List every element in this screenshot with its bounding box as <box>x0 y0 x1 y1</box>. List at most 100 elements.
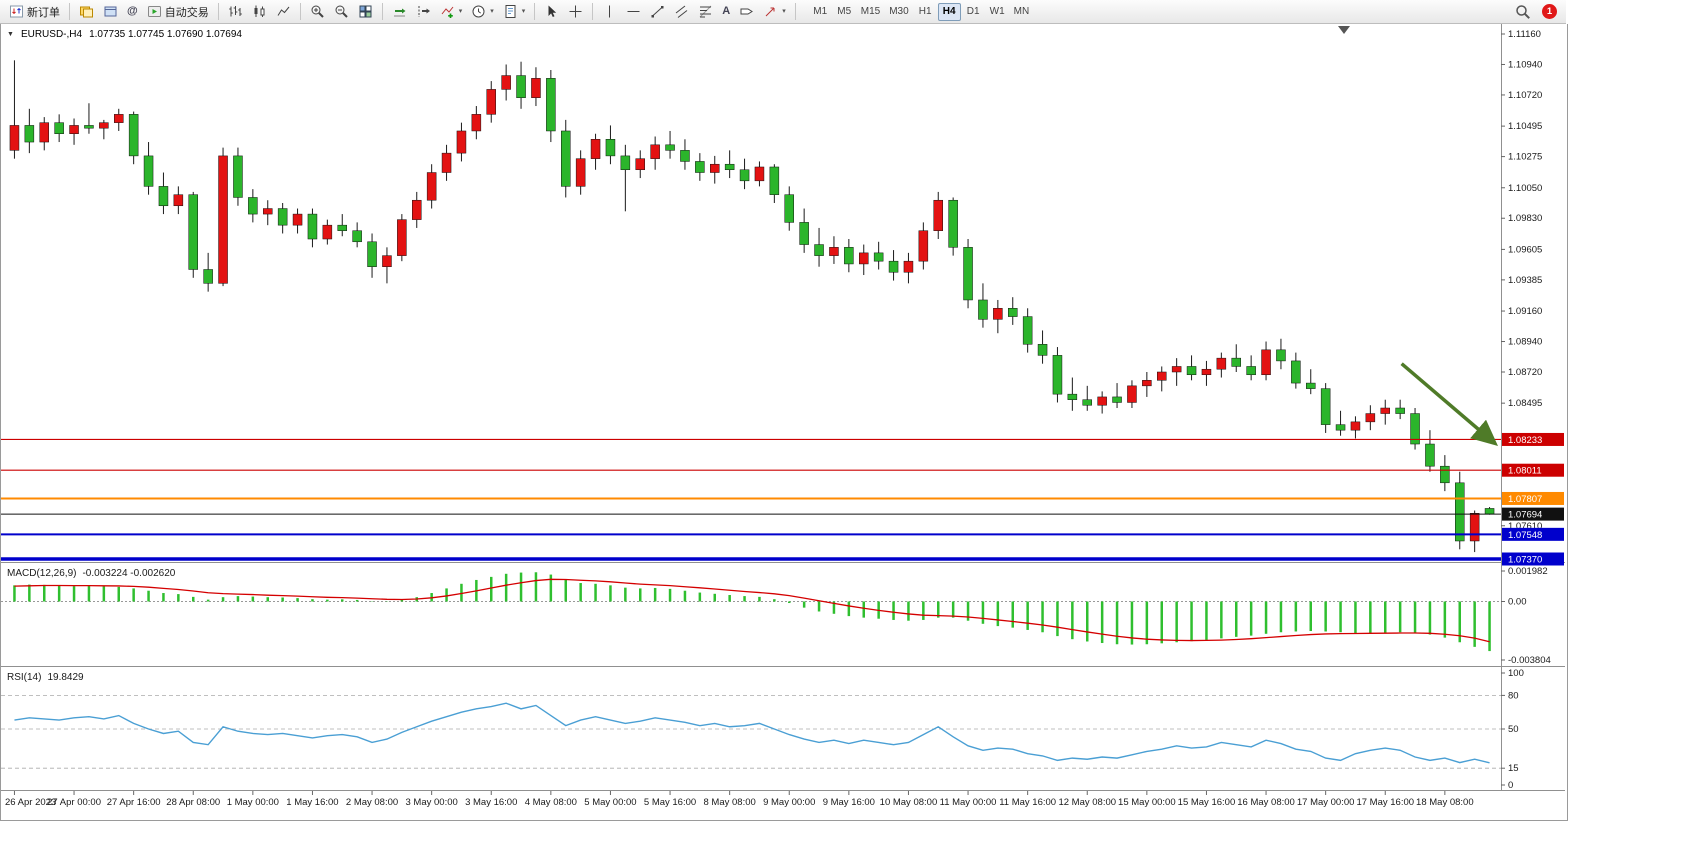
candlestick-chart-button[interactable] <box>248 2 271 21</box>
cursor-button[interactable] <box>540 2 563 21</box>
channel-tool-button[interactable] <box>670 2 693 21</box>
trend-arrow-annotation[interactable] <box>1400 362 1499 447</box>
rsi-scale-label: 80 <box>1508 690 1519 701</box>
candle-body <box>888 260 899 273</box>
timeframe-m5-button[interactable]: M5 <box>833 3 856 21</box>
shapes-tool-button[interactable]: ▾ <box>759 2 790 21</box>
horizontal-line-tool-button[interactable] <box>622 2 645 21</box>
time-axis-label: 26 Apr 2023 <box>5 797 56 808</box>
time-axis-label: 10 May 08:00 <box>880 797 938 808</box>
time-axis-label: 18 May 08:00 <box>1416 797 1474 808</box>
line-chart-button[interactable] <box>272 2 295 21</box>
notification-badge[interactable]: 1 <box>1542 4 1557 19</box>
fibonacci-tool-button[interactable] <box>694 2 717 21</box>
zoom-out-button[interactable] <box>330 2 353 21</box>
one-click-trading-icon[interactable]: ▼ <box>7 31 14 38</box>
toolbar-divider <box>69 3 70 20</box>
timeframe-mn-button[interactable]: MN <box>1010 3 1034 21</box>
autotrading-button[interactable]: 自动交易 <box>143 2 213 21</box>
timeframe-m1-button[interactable]: M1 <box>809 3 832 21</box>
price-level-label: 1.08233 <box>1508 435 1542 446</box>
profiles-button[interactable] <box>99 2 122 21</box>
candle-body <box>233 155 243 198</box>
horizontal-line-icon <box>627 11 640 12</box>
toolbar-right-group: 1 <box>1511 2 1561 21</box>
timeframe-d1-button[interactable]: D1 <box>962 3 985 21</box>
candle-body <box>1469 513 1480 542</box>
candle-body <box>426 172 437 201</box>
templates-button[interactable]: ▾ <box>499 2 530 21</box>
label-tool-button[interactable] <box>735 2 758 21</box>
community-button[interactable]: @ <box>123 2 142 21</box>
crosshair-button[interactable] <box>564 2 587 21</box>
candle-body <box>1052 355 1063 395</box>
candle-body <box>292 213 303 226</box>
timeframe-w1-button[interactable]: W1 <box>986 3 1009 21</box>
time-axis-label: 3 May 16:00 <box>465 797 517 808</box>
chart-shift-marker[interactable] <box>1338 26 1350 34</box>
chart-shift-icon <box>418 6 430 17</box>
new-order-button[interactable]: 新订单 <box>5 2 64 21</box>
timeframe-m15-button[interactable]: M15 <box>857 3 884 21</box>
cursor-icon <box>548 5 557 17</box>
time-axis-label: 11 May 16:00 <box>999 797 1056 808</box>
text-tool-icon: A <box>722 5 731 17</box>
time-axis-label: 16 May 08:00 <box>1237 797 1295 808</box>
candle-body <box>754 166 765 182</box>
timeframe-h1-button[interactable]: H1 <box>914 3 937 21</box>
zoom-in-button[interactable] <box>306 2 329 21</box>
candle-body <box>546 78 556 132</box>
candle-body <box>620 155 631 171</box>
indicators-button[interactable]: ▾ <box>436 2 467 21</box>
candle-body <box>1291 360 1301 384</box>
candle-body <box>1186 366 1197 376</box>
periods-button[interactable]: ▾ <box>467 2 498 21</box>
price-axis-label: 1.09160 <box>1508 306 1542 317</box>
candle-body <box>188 194 198 270</box>
candle-body <box>441 152 452 173</box>
chart-window: 1.11160 1.10940 1.10720 1.10495 1.10275 1.100… <box>0 24 1568 821</box>
candle-body <box>203 269 213 284</box>
chart-symbol-period: EURUSD-,H4 <box>20 29 83 40</box>
price-axis-label: 1.08495 <box>1508 398 1542 409</box>
timeframe-m30-button[interactable]: M30 <box>885 3 912 21</box>
price-axis-label: 1.10050 <box>1508 183 1542 194</box>
timeframe-toolbar: M1 M5 M15 M30 H1 H4 D1 W1 MN <box>809 2 1034 21</box>
text-tool-button[interactable]: A <box>718 2 734 21</box>
price-axis-label: 1.08720 <box>1508 367 1542 378</box>
chart-shift-button[interactable] <box>412 2 435 21</box>
time-axis-label: 17 May 00:00 <box>1297 797 1355 808</box>
toolbar-divider <box>794 3 796 20</box>
search-button[interactable] <box>1511 2 1535 21</box>
candle-body <box>1216 357 1227 370</box>
rsi-scale-label: 15 <box>1508 763 1519 774</box>
autotrading-label: 自动交易 <box>164 6 209 19</box>
line-chart-icon <box>277 6 290 16</box>
rsi-line <box>14 702 1490 764</box>
charts-layout-button[interactable] <box>75 2 98 21</box>
periods-clock-icon <box>472 5 485 18</box>
auto-scroll-button[interactable] <box>388 2 411 21</box>
bar-chart-button[interactable] <box>224 2 247 21</box>
candle-body <box>844 247 854 265</box>
price-chart[interactable]: 1.11160 1.10940 1.10720 1.10495 1.10275 1.100… <box>1 24 1565 818</box>
candle-body <box>173 194 184 207</box>
toolbar-divider <box>381 3 383 20</box>
candle-body <box>605 139 616 157</box>
candle-body <box>412 199 422 220</box>
candle-body <box>1425 443 1435 467</box>
vertical-line-tool-button[interactable] <box>598 2 621 21</box>
candle-body <box>993 308 1003 320</box>
price-level-badge <box>1502 552 1564 566</box>
time-axis-label: 5 May 00:00 <box>584 797 636 808</box>
trendline-tool-button[interactable] <box>646 2 669 21</box>
candle-body <box>724 163 735 171</box>
macd-signal-line <box>14 578 1490 643</box>
timeframe-h4-button[interactable]: H4 <box>937 2 961 21</box>
candle-body <box>501 75 511 90</box>
candle-body <box>963 247 973 301</box>
dropdown-arrow-icon: ▾ <box>490 8 494 15</box>
price-axis-label: 1.10720 <box>1508 90 1542 101</box>
tile-windows-button[interactable] <box>354 2 377 21</box>
time-axis-label: 1 May 00:00 <box>227 797 279 808</box>
